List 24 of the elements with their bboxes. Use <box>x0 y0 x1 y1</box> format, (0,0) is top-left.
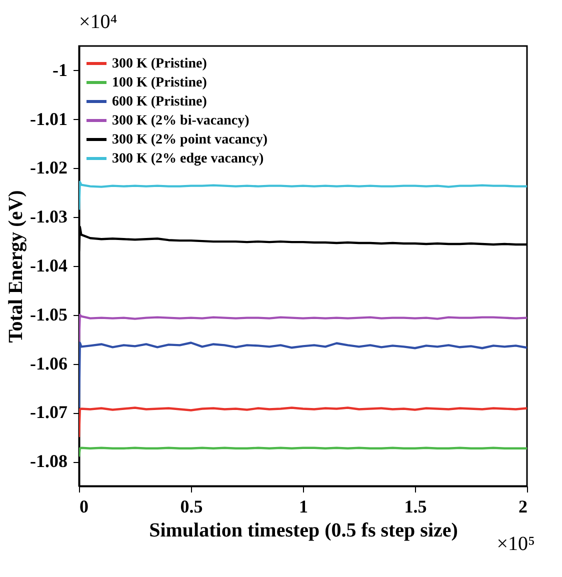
legend-label: 100 K (Pristine) <box>112 76 208 90</box>
y-tick-label: -1.03 <box>30 206 68 227</box>
legend-label: 300 K (2% bi-vacancy) <box>112 114 250 128</box>
legend-label: 300 K (2% edge vacancy) <box>112 152 264 166</box>
y-tick-label: -1.06 <box>30 353 68 374</box>
x-tick-label: 2 <box>518 496 528 516</box>
text: ×10⁵ <box>496 533 535 555</box>
y-tick-label: -1.07 <box>30 402 68 422</box>
y-axis-title: Total Energy (eV) <box>5 190 28 343</box>
legend-label: 300 K (2% point vacancy) <box>112 132 268 148</box>
legend-label: 300 K (Pristine) <box>112 56 208 72</box>
y-tick-label: -1.01 <box>30 108 68 129</box>
y-tick-label: -1 <box>52 60 68 80</box>
x-tick-label: 1.5 <box>404 496 427 516</box>
x-tick-label: 0 <box>80 496 88 516</box>
y-tick-label: -1.05 <box>30 304 68 324</box>
x-axis-title: Simulation timestep (0.5 fs step size) <box>149 520 458 542</box>
y-tick-label: -1.08 <box>30 451 68 472</box>
x-tick-label: 0.5 <box>180 496 203 516</box>
legend-label: 600 K (Pristine) <box>112 94 208 110</box>
text: ×10⁴ <box>79 11 118 33</box>
y-tick-label: -1.02 <box>30 158 68 178</box>
y-tick-label: -1.04 <box>30 256 68 276</box>
x-tick-label: 1 <box>299 496 308 516</box>
